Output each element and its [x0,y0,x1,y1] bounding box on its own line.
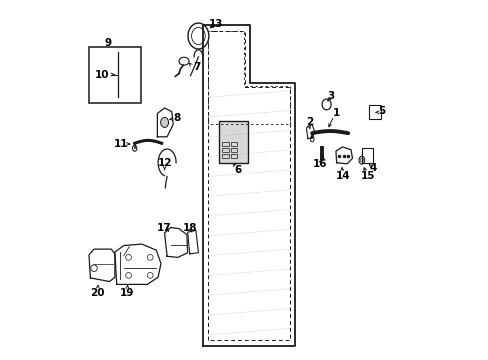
Text: 1: 1 [332,108,339,118]
Text: 12: 12 [157,158,171,168]
FancyBboxPatch shape [218,121,247,163]
Text: 14: 14 [336,171,350,181]
Text: 10: 10 [95,69,109,80]
Text: 7: 7 [193,62,200,72]
Text: 5: 5 [378,106,385,116]
Text: 17: 17 [157,223,172,233]
Text: 16: 16 [312,159,326,169]
Text: 13: 13 [208,19,223,30]
Text: 11: 11 [114,139,128,149]
Text: 6: 6 [234,165,242,175]
Ellipse shape [160,117,168,127]
Text: 19: 19 [120,288,134,298]
Text: 20: 20 [89,288,104,298]
Text: 3: 3 [326,91,334,102]
Text: 15: 15 [360,171,374,181]
Text: 8: 8 [173,113,180,123]
Text: 2: 2 [306,117,313,127]
Text: 18: 18 [183,222,197,233]
Text: 4: 4 [369,163,376,174]
Text: 9: 9 [104,38,112,48]
